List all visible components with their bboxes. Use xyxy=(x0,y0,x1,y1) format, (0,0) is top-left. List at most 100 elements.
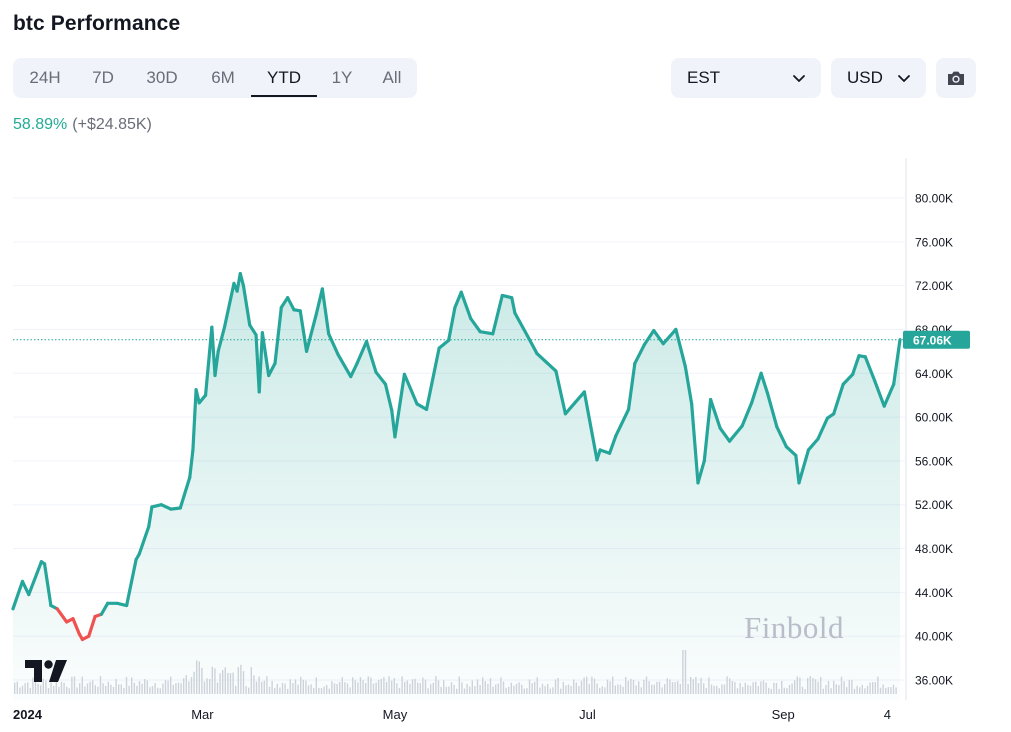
price-segment xyxy=(194,388,201,405)
tab-ytd[interactable]: YTD xyxy=(251,58,317,98)
price-segment xyxy=(257,331,264,394)
y-tick-label: 52.00K xyxy=(915,498,953,512)
price-segment xyxy=(832,382,845,416)
timezone-select[interactable]: EST xyxy=(671,58,821,98)
price-segment xyxy=(222,281,236,329)
last-price-text: 67.06K xyxy=(913,333,952,347)
price-segment xyxy=(137,525,151,556)
x-tick-label: 2024 xyxy=(13,707,43,722)
price-segment xyxy=(188,448,195,479)
price-segment xyxy=(314,287,324,317)
tab-all[interactable]: All xyxy=(382,68,402,87)
y-tick-label: 48.00K xyxy=(915,542,953,556)
price-segment xyxy=(674,327,687,369)
x-tick-label: May xyxy=(383,707,408,722)
currency-select[interactable]: USD xyxy=(831,58,926,98)
price-segment xyxy=(159,503,173,511)
price-segment xyxy=(806,437,820,452)
price-segment xyxy=(513,311,530,338)
price-segment xyxy=(500,293,514,300)
price-segment xyxy=(595,448,602,462)
price-area xyxy=(13,273,900,700)
x-tick-label: 4 xyxy=(884,707,891,722)
price-segment xyxy=(607,434,618,455)
price-segment xyxy=(759,371,770,395)
tab-30d[interactable]: 30D xyxy=(146,68,178,87)
chevron-down-icon xyxy=(898,75,910,82)
price-segment xyxy=(491,293,504,336)
price-segment xyxy=(510,296,517,315)
last-price-label: 67.06K xyxy=(903,330,970,349)
price-segment xyxy=(652,328,665,346)
tab-7d[interactable]: 7D xyxy=(92,68,114,87)
price-segment xyxy=(459,290,473,321)
price-segment xyxy=(709,397,722,430)
price-segment xyxy=(525,334,539,356)
y-tick-label: 60.00K xyxy=(915,411,953,425)
price-segment xyxy=(424,346,441,412)
price-segment xyxy=(873,379,886,408)
price-segment xyxy=(402,372,419,406)
price-segment xyxy=(816,416,829,441)
price-segment xyxy=(238,271,246,288)
price-segment xyxy=(20,579,31,597)
x-tick-label: Sep xyxy=(772,707,795,722)
price-segment xyxy=(415,402,429,412)
price-segment xyxy=(775,425,788,449)
price-segment xyxy=(740,401,754,428)
y-tick-label: 40.00K xyxy=(915,630,953,644)
screenshot-button[interactable] xyxy=(936,58,976,98)
price-segment xyxy=(213,349,220,378)
price-segment xyxy=(582,390,599,462)
price-segment xyxy=(661,327,678,346)
tab-6m[interactable]: 6M xyxy=(211,68,235,87)
y-tick-label: 56.00K xyxy=(915,454,953,468)
price-segment xyxy=(364,339,378,374)
y-tick-label: 44.00K xyxy=(915,586,953,600)
price-segment xyxy=(248,323,258,337)
price-segment xyxy=(383,382,394,413)
price-segment xyxy=(99,601,110,616)
price-segment xyxy=(349,361,359,379)
price-segment xyxy=(374,370,388,386)
page-title: btc Performance xyxy=(13,12,181,35)
performance-percent: 58.89% xyxy=(13,116,68,133)
y-tick-label: 76.00K xyxy=(915,235,953,249)
price-segment xyxy=(626,361,637,412)
price-line xyxy=(11,271,902,642)
price-segment xyxy=(797,448,811,485)
price-segment xyxy=(765,391,779,429)
tab-24h[interactable]: 24H xyxy=(29,68,61,87)
price-segment xyxy=(336,353,353,379)
performance-summary: 58.89% (+$24.85K) xyxy=(13,116,152,134)
y-tick-label: 64.00K xyxy=(915,367,953,381)
price-segment xyxy=(147,505,154,529)
watermark-logo: Finbold xyxy=(744,610,844,645)
price-segment xyxy=(279,296,290,310)
price-segment xyxy=(702,397,713,463)
price-segment xyxy=(216,325,227,353)
price-segment xyxy=(267,361,277,378)
price-segment xyxy=(197,393,208,405)
price-segment xyxy=(241,284,252,327)
price-segment xyxy=(178,475,192,510)
price-segment xyxy=(355,339,369,366)
price-segment xyxy=(125,557,138,608)
price-segment xyxy=(892,338,902,386)
y-tick-label: 36.00K xyxy=(915,674,953,688)
y-axis: 36.00K 40.00K 44.00K 48.00K 52.00K 56.00K 60.0… xyxy=(915,192,953,688)
price-segment xyxy=(863,355,877,383)
performance-absolute: (+$24.85K) xyxy=(72,116,152,133)
timeframe-tabs: 24H 7D 30D 6M YTD 1Y All xyxy=(13,58,417,98)
price-segment xyxy=(841,372,855,386)
tab-1y[interactable]: 1Y xyxy=(331,68,353,87)
price-segment xyxy=(191,388,198,452)
price-segment xyxy=(642,328,656,347)
price-segment xyxy=(260,331,271,378)
price-segment xyxy=(447,305,457,343)
price-segment xyxy=(794,453,801,485)
price-segment xyxy=(690,402,700,485)
price-segment xyxy=(393,372,407,439)
x-tick-label: Jul xyxy=(579,707,596,722)
